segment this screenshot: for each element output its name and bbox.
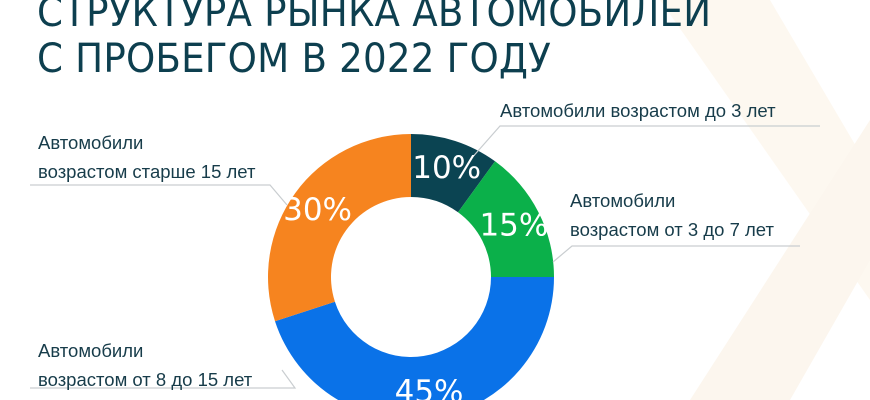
data-label-1: 15% — [479, 208, 548, 244]
slice-label-3-line-1: Автомобили — [38, 132, 144, 153]
slice-label-0: Автомобили возрастом до 3 лет — [500, 96, 776, 125]
leader-line-3 — [30, 184, 288, 206]
donut-slice-1 — [458, 161, 554, 277]
leader-line-2 — [30, 369, 297, 389]
slice-label-3: Автомобили возрастом старше 15 лет — [38, 128, 255, 186]
chart-title: СТРУКТУРА РЫНКА АВТОМОБИЛЕЙ С ПРОБЕГОМ В… — [37, 0, 711, 82]
leader-line-0 — [469, 125, 820, 161]
donut-slice-0 — [411, 134, 496, 213]
slice-label-2: Автомобили возрастом от 8 до 15 лет — [38, 336, 252, 394]
data-label-0: 10% — [412, 150, 481, 186]
slice-label-1-line-2: возрастом от 3 до 7 лет — [570, 219, 774, 240]
donut-slice-3 — [268, 134, 411, 322]
slice-label-2-line-1: Автомобили — [38, 340, 144, 361]
data-label-2: 45% — [395, 374, 464, 400]
slice-label-0-line-1: Автомобили возрастом до 3 лет — [500, 100, 776, 121]
slice-label-3-line-2: возрастом старше 15 лет — [38, 161, 256, 182]
slice-label-2-line-2: возрастом от 8 до 15 лет — [38, 369, 253, 390]
slice-label-1-line-1: Автомобили — [570, 190, 676, 211]
donut-slice-2 — [274, 277, 554, 400]
title-line-2: С ПРОБЕГОМ В 2022 ГОДУ — [37, 36, 552, 82]
leader-line-1 — [552, 245, 800, 263]
data-label-3: 30% — [283, 192, 352, 228]
slice-label-1: Автомобили возрастом от 3 до 7 лет — [570, 186, 774, 244]
title-line-1: СТРУКТУРА РЫНКА АВТОМОБИЛЕЙ — [37, 0, 712, 36]
watermark-x-logo — [660, 0, 870, 400]
